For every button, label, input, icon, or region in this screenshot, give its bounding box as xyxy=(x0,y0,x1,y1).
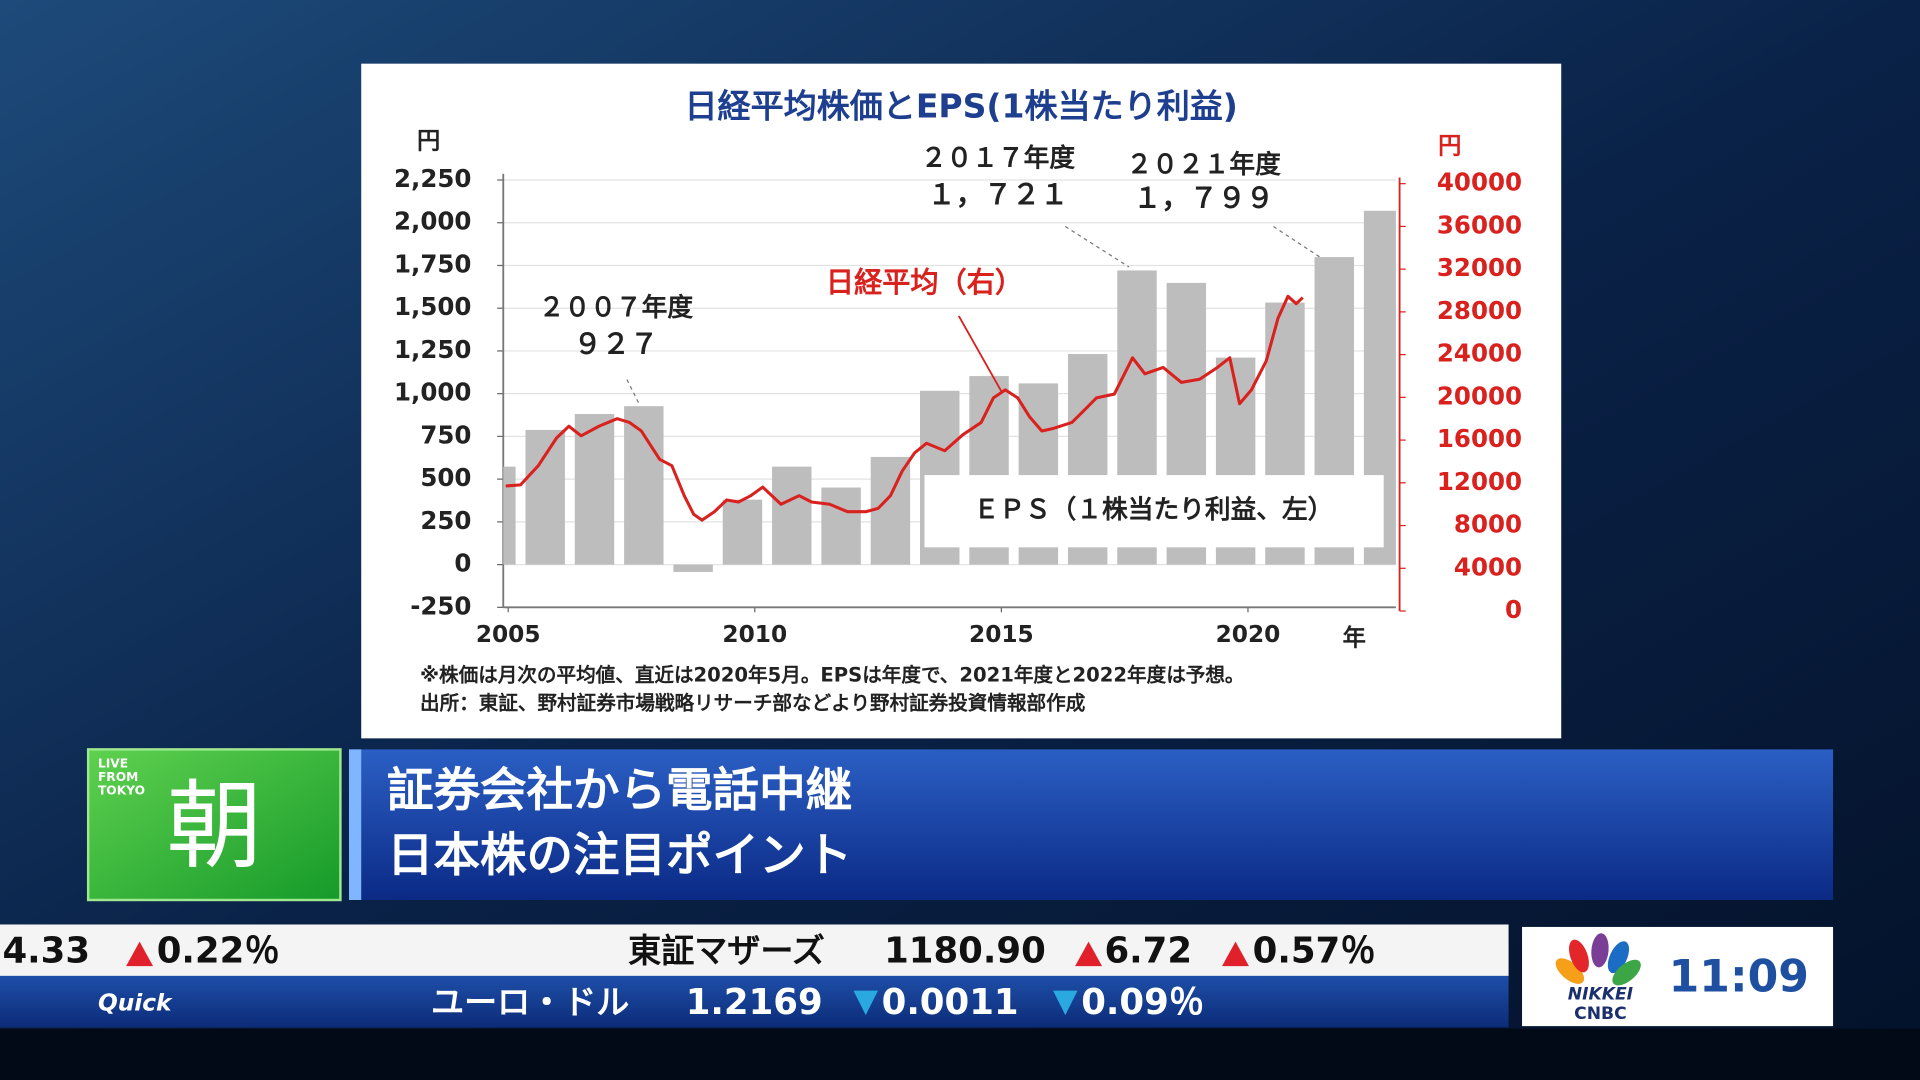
x-tick-label: 2005 xyxy=(476,621,541,648)
series-label: 日経平均（右） xyxy=(826,266,1023,299)
live-text: FROM xyxy=(98,770,138,784)
y-tick-label: 2,000 xyxy=(394,207,471,236)
y2-tick-label: 12000 xyxy=(1437,467,1522,496)
logo-kanji: 朝 xyxy=(167,770,263,882)
bar xyxy=(673,564,713,572)
series-label: ＥＰＳ（１株当たり利益、左） xyxy=(974,495,1334,525)
logo-box xyxy=(86,748,342,902)
up-arrow xyxy=(1222,941,1249,967)
live-text: TOKYO xyxy=(98,784,145,798)
logo-feather xyxy=(1591,933,1609,968)
clock-box: NIKKEI CNBC 11:09 xyxy=(1522,926,1834,1027)
y-tick-label: 250 xyxy=(420,506,471,535)
x-tick-label: 2020 xyxy=(1216,621,1281,648)
value-label: １，７２１ xyxy=(928,178,1069,211)
ticker-text: 東証マザーズ xyxy=(628,931,825,970)
annotation: ２０２１年度 xyxy=(1127,149,1282,180)
leader-line xyxy=(1064,226,1130,268)
y-tick-label: 1,250 xyxy=(394,335,471,364)
y-tick-label: -250 xyxy=(410,591,471,620)
bar xyxy=(722,499,763,565)
ticker-text: 4.33 xyxy=(2,931,90,972)
note: ※株価は月次の平均値、直近は2020年5月。EPSは年度で、2021年度と202… xyxy=(420,663,1245,686)
x-unit: 年 xyxy=(1343,625,1366,652)
logo-feather xyxy=(1569,939,1589,973)
up-arrow xyxy=(126,941,154,967)
y2-tick-label: 4000 xyxy=(1454,552,1522,581)
annotation: ２０１７年度 xyxy=(921,143,1076,174)
ticker-source: Quick xyxy=(98,990,173,1017)
annotation: ２００７年度 xyxy=(539,292,694,323)
down-arrow xyxy=(1053,990,1078,1016)
y-tick-label: 2,250 xyxy=(394,164,471,193)
ticker-text: 0.09％ xyxy=(1081,982,1204,1023)
live-text: LIVE xyxy=(98,757,128,771)
y2-tick-label: 0 xyxy=(1505,595,1522,624)
down-arrow xyxy=(853,990,878,1016)
y2-tick-label: 24000 xyxy=(1437,339,1522,368)
ticker-text: 0.0011 xyxy=(882,982,1019,1023)
y-tick-label: 1,500 xyxy=(394,292,471,321)
ticker-text: 1.2169 xyxy=(686,982,823,1023)
ticker-text: 6.72 xyxy=(1104,931,1192,972)
y-tick-label: 0 xyxy=(454,549,471,578)
y-unit: 円 xyxy=(417,128,440,155)
line-series xyxy=(505,294,1304,522)
ticker-text: 0.22％ xyxy=(157,931,280,972)
bar xyxy=(870,456,911,565)
leader-line xyxy=(626,379,640,405)
y2-tick-label: 32000 xyxy=(1437,253,1522,282)
bar xyxy=(503,466,516,565)
ticker: 4.33 0.22％ 東証マザーズ 1180.90 6.72 0.57％ Qui… xyxy=(0,924,1509,1028)
plot: -250 0 250 500 750 1,000 1,250 1,500 1,750 2,000 2… xyxy=(394,164,1522,648)
headline-accent xyxy=(348,749,362,900)
ticker-text: ユーロ・ドル xyxy=(431,983,629,1022)
headline: 日本株の注目ポイント xyxy=(387,828,852,882)
bar xyxy=(574,414,615,565)
y2-tick-label: 16000 xyxy=(1437,424,1522,453)
chart-title: 日経平均株価とEPS(1株当たり利益) xyxy=(685,86,1238,125)
y2-tick-label: 20000 xyxy=(1437,381,1522,410)
y-tick-label: 500 xyxy=(420,463,471,492)
value-label: １，７９９ xyxy=(1133,182,1274,215)
ticker-row xyxy=(0,924,1509,976)
bottom-bar xyxy=(0,1028,1920,1080)
legend-box xyxy=(924,475,1384,548)
ticker-text: 0.57％ xyxy=(1253,931,1376,972)
leader-line xyxy=(957,315,1003,393)
clock-time: 11:09 xyxy=(1669,952,1809,1003)
ticker-text: 1180.90 xyxy=(884,931,1046,972)
bar xyxy=(525,429,565,565)
logo-feather xyxy=(1555,958,1585,984)
chart-labels: 日経平均株価とEPS(1株当たり利益) 円 円 年 ２００７年度 ９２７ ２０１… xyxy=(417,86,1461,714)
y-tick-label: 1,000 xyxy=(394,378,471,407)
up-arrow xyxy=(1075,941,1103,967)
brand: CNBC xyxy=(1574,1004,1627,1024)
headline: 証券会社から電話中継 xyxy=(387,763,852,817)
y2-tick-label: 28000 xyxy=(1437,296,1522,325)
ticker-row xyxy=(0,975,1509,1028)
bar xyxy=(772,466,812,565)
logo-feather xyxy=(1612,959,1641,986)
y2-tick-label: 40000 xyxy=(1437,168,1522,197)
chart-panel xyxy=(361,63,1562,739)
leader-line xyxy=(1273,226,1321,258)
y2-unit: 円 xyxy=(1438,132,1461,159)
x-tick-label: 2010 xyxy=(722,621,787,648)
y2-tick-label: 36000 xyxy=(1437,210,1522,239)
bar xyxy=(821,487,861,565)
note: 出所：東証、野村証券市場戦略リサーチ部などより野村証券投資情報部作成 xyxy=(420,692,1086,715)
x-tick-label: 2015 xyxy=(969,621,1034,648)
bar xyxy=(624,406,664,565)
brand: NIKKEI xyxy=(1568,984,1634,1004)
value-label: ９２７ xyxy=(574,327,658,360)
y-tick-label: 750 xyxy=(420,420,471,449)
program-banner: LIVE FROM TOKYO 朝 証券会社から電話中継 日本株の注目ポイント xyxy=(86,748,1834,902)
y-tick-label: 1,750 xyxy=(394,249,471,278)
headline-box xyxy=(348,749,1834,900)
y2-tick-label: 8000 xyxy=(1454,510,1522,539)
